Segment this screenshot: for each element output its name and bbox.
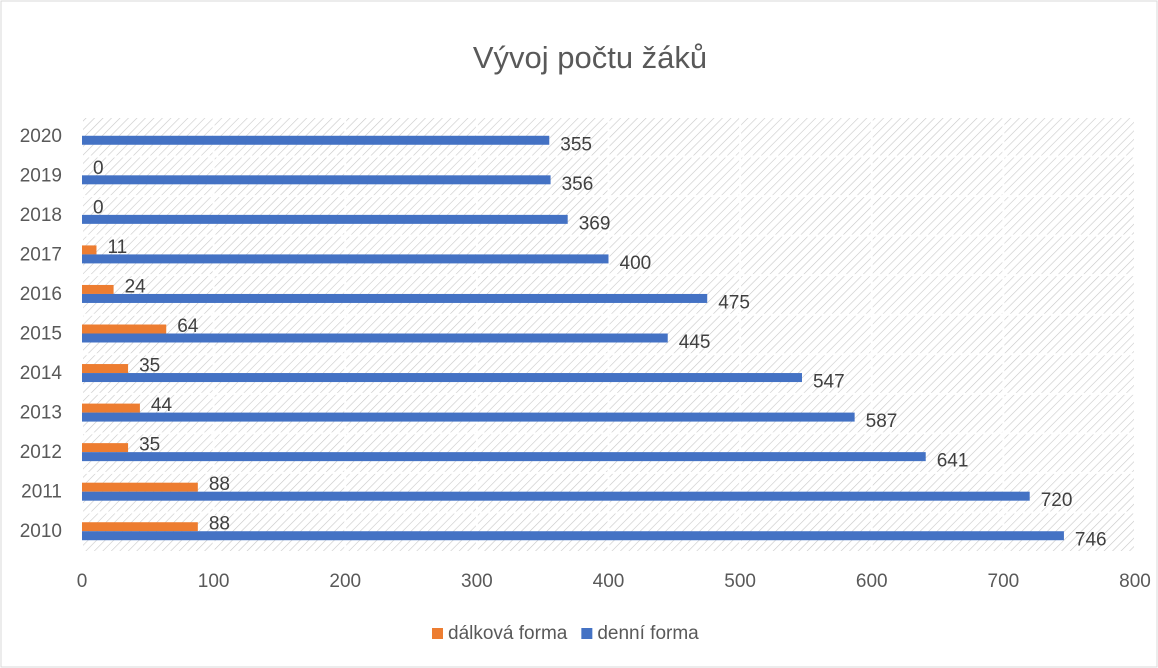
data-label: 369: [579, 213, 611, 234]
bar: [82, 135, 550, 145]
x-tick-label: 600: [856, 571, 888, 592]
bar: [82, 452, 926, 462]
bar: [82, 373, 802, 383]
data-label: 356: [562, 174, 594, 195]
data-label: 746: [1075, 530, 1107, 551]
data-label: 88: [209, 514, 230, 535]
data-label: 11: [107, 237, 127, 258]
bar: [82, 491, 1030, 501]
y-tick-label: 2014: [20, 363, 63, 384]
bar: [82, 482, 198, 492]
data-label: 44: [151, 395, 173, 416]
data-label: 35: [139, 435, 160, 456]
y-tick-label: 2011: [21, 482, 62, 503]
bar: [82, 403, 140, 413]
data-label: 0: [93, 158, 104, 179]
bar: [82, 333, 668, 343]
data-label: 720: [1041, 490, 1073, 511]
data-label: 445: [679, 332, 711, 353]
bar: [82, 175, 551, 185]
chart-title: Vývoj počtu žáků: [473, 40, 707, 75]
y-tick-label: 2016: [20, 284, 62, 305]
legend-label: dálková forma: [448, 623, 568, 644]
y-tick-label: 2010: [20, 521, 62, 542]
x-tick-label: 100: [198, 571, 230, 592]
data-label: 547: [813, 372, 845, 393]
y-tick-label: 2012: [20, 442, 62, 463]
y-tick-label: 2017: [20, 244, 62, 265]
data-label: 35: [139, 356, 160, 377]
x-tick-label: 500: [724, 571, 756, 592]
bar: [82, 443, 129, 453]
data-label: 475: [718, 292, 750, 313]
legend-label: denní forma: [597, 623, 699, 644]
bar: [82, 284, 114, 294]
bar: [82, 245, 97, 255]
data-label: 400: [620, 253, 652, 274]
data-label: 355: [560, 134, 592, 155]
legend-swatch: [432, 628, 443, 639]
y-tick-label: 2015: [20, 324, 62, 345]
x-tick-label: 200: [329, 571, 361, 592]
x-tick-label: 0: [77, 571, 88, 592]
bar: [82, 254, 609, 264]
bar: [82, 214, 568, 224]
y-tick-label: 2018: [20, 205, 62, 226]
data-label: 641: [937, 451, 969, 472]
y-tick-label: 2020: [20, 126, 62, 147]
bar: [82, 522, 198, 532]
bar: [82, 531, 1064, 541]
data-label: 0: [93, 197, 104, 218]
bar: [82, 364, 129, 374]
data-label: 24: [125, 276, 147, 297]
data-label: 64: [177, 316, 199, 337]
x-tick-label: 400: [593, 571, 625, 592]
x-tick-label: 700: [988, 571, 1020, 592]
y-tick-label: 2013: [20, 403, 62, 424]
legend-swatch: [581, 628, 593, 639]
bar: [82, 324, 167, 334]
y-tick-label: 2019: [20, 165, 62, 186]
data-label: 88: [209, 474, 230, 495]
x-tick-label: 300: [461, 571, 493, 592]
x-tick-label: 800: [1119, 571, 1151, 592]
bar: [82, 412, 855, 422]
bar: [82, 293, 708, 303]
data-label: 587: [866, 411, 898, 432]
